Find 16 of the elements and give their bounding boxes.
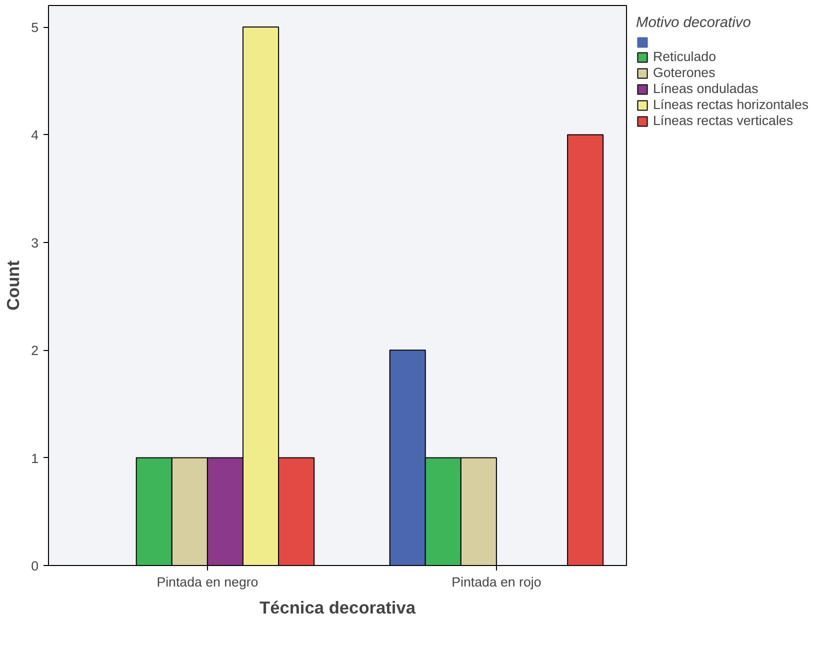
x-axis-title: Técnica decorativa [259,598,416,618]
legend-label: Goterones [653,65,716,80]
y-axis-title: Count [3,260,24,311]
legend-label: Reticulado [653,49,716,64]
legend-title: Motivo decorativo [636,15,752,31]
legend-label: Líneas rectas verticales [653,113,794,128]
x-tick-label: Pintada en negro [156,574,258,590]
legend-label: Líneas rectas horizontales [653,97,809,112]
y-tick-label: 0 [31,558,39,574]
y-tick-label: 3 [31,235,39,250]
y-tick-label: 2 [31,343,39,358]
legend-label: Líneas onduladas [653,81,758,96]
y-tick-label: 4 [31,128,40,143]
x-tick-label: Pintada en rojo [452,574,542,590]
y-tick-label: 1 [31,450,39,466]
y-tick-label: 5 [31,20,39,36]
